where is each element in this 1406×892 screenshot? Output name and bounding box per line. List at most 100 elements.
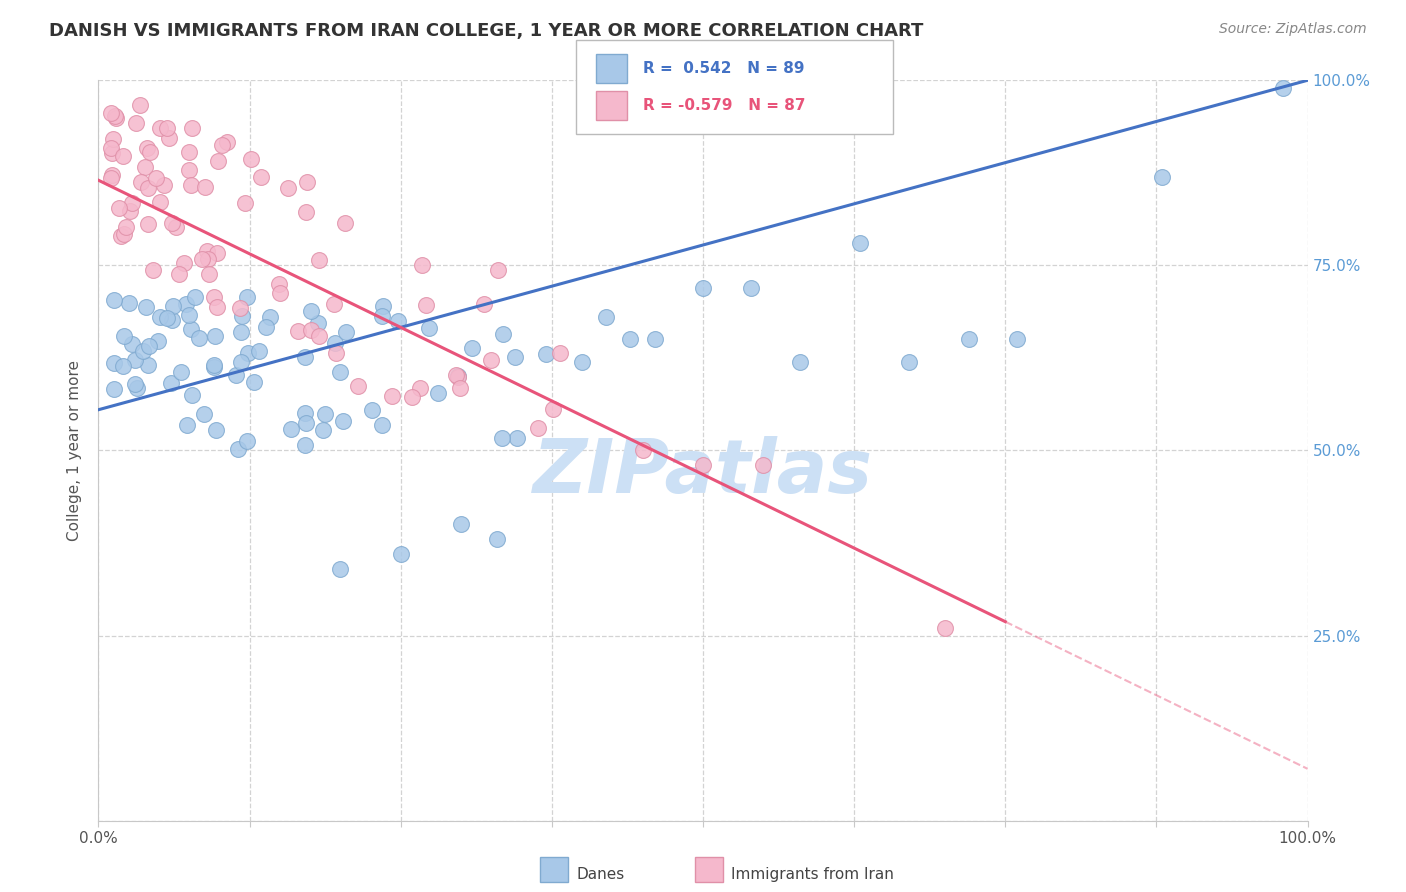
Point xyxy=(329,562,352,576)
Point xyxy=(138,339,160,353)
Point xyxy=(225,368,247,382)
Point xyxy=(335,326,357,340)
Point xyxy=(595,310,617,325)
Point xyxy=(198,267,221,281)
Point xyxy=(411,258,433,272)
Point xyxy=(503,350,526,364)
Point xyxy=(115,219,138,234)
Point xyxy=(207,154,229,169)
Point xyxy=(118,295,141,310)
Point xyxy=(239,153,262,167)
Point xyxy=(176,418,198,433)
Point xyxy=(228,301,250,315)
Point xyxy=(534,347,557,361)
Point xyxy=(295,205,318,219)
Point xyxy=(238,345,260,359)
Point xyxy=(194,180,217,194)
Point xyxy=(254,319,277,334)
Point xyxy=(108,202,131,216)
Point xyxy=(571,354,593,368)
Point xyxy=(387,313,409,327)
Point xyxy=(267,277,290,291)
Point xyxy=(180,178,202,193)
Point xyxy=(1272,80,1295,95)
Point xyxy=(389,547,412,561)
Point xyxy=(174,297,197,311)
Point xyxy=(205,246,228,260)
Point xyxy=(100,105,122,120)
Text: R = -0.579   N = 87: R = -0.579 N = 87 xyxy=(643,98,806,112)
Point xyxy=(401,390,423,404)
Point xyxy=(173,256,195,270)
Point xyxy=(121,196,143,211)
Point xyxy=(134,160,156,174)
Point xyxy=(479,353,502,368)
Point xyxy=(101,168,124,182)
Point xyxy=(294,416,316,430)
Point xyxy=(752,458,775,473)
Point xyxy=(314,407,336,421)
Point xyxy=(461,341,484,355)
Point xyxy=(156,310,179,325)
Point xyxy=(128,97,150,112)
Point xyxy=(124,353,146,368)
Point xyxy=(118,204,141,219)
Point xyxy=(444,368,467,382)
Text: Source: ZipAtlas.com: Source: ZipAtlas.com xyxy=(1219,22,1367,37)
Point xyxy=(103,356,125,370)
Point xyxy=(527,420,550,434)
Point xyxy=(180,121,202,136)
Point xyxy=(548,345,571,359)
Point xyxy=(177,308,200,322)
Point xyxy=(233,195,256,210)
Point xyxy=(142,263,165,277)
Point xyxy=(124,376,146,391)
Point xyxy=(112,227,135,241)
Point xyxy=(146,334,169,349)
Point xyxy=(125,381,148,395)
Point xyxy=(333,217,356,231)
Y-axis label: College, 1 year or more: College, 1 year or more xyxy=(67,360,83,541)
Point xyxy=(157,131,180,145)
Point xyxy=(211,138,233,153)
Point xyxy=(170,365,193,379)
Point xyxy=(177,163,200,178)
Point xyxy=(1007,332,1029,346)
Point xyxy=(101,132,124,146)
Point xyxy=(195,244,218,259)
Point xyxy=(114,329,136,343)
Point xyxy=(294,438,316,452)
Point xyxy=(250,169,273,184)
Point xyxy=(486,533,509,547)
Point xyxy=(104,111,127,125)
Point xyxy=(231,325,253,339)
Point xyxy=(188,331,211,345)
Point xyxy=(644,332,666,346)
Text: DANISH VS IMMIGRANTS FROM IRAN COLLEGE, 1 YEAR OR MORE CORRELATION CHART: DANISH VS IMMIGRANTS FROM IRAN COLLEGE, … xyxy=(49,22,924,40)
Point xyxy=(149,120,172,135)
Point xyxy=(129,175,152,189)
Point xyxy=(1152,169,1174,184)
Point xyxy=(849,236,872,251)
Point xyxy=(149,195,172,210)
Point xyxy=(370,309,392,323)
Text: Immigrants from Iran: Immigrants from Iran xyxy=(731,867,894,881)
Point xyxy=(361,402,384,417)
Point xyxy=(247,344,270,359)
Point xyxy=(110,228,132,243)
Point xyxy=(897,354,920,368)
Point xyxy=(160,216,183,230)
Point xyxy=(202,360,225,375)
Point xyxy=(491,432,513,446)
Point xyxy=(269,285,291,300)
Point xyxy=(104,109,127,123)
Point xyxy=(450,517,472,532)
Point xyxy=(204,328,226,343)
Point xyxy=(287,324,309,338)
Point xyxy=(136,218,159,232)
Point xyxy=(217,135,239,149)
Point xyxy=(181,387,204,401)
Point xyxy=(347,378,370,392)
Point xyxy=(156,120,179,135)
Point xyxy=(322,297,344,311)
